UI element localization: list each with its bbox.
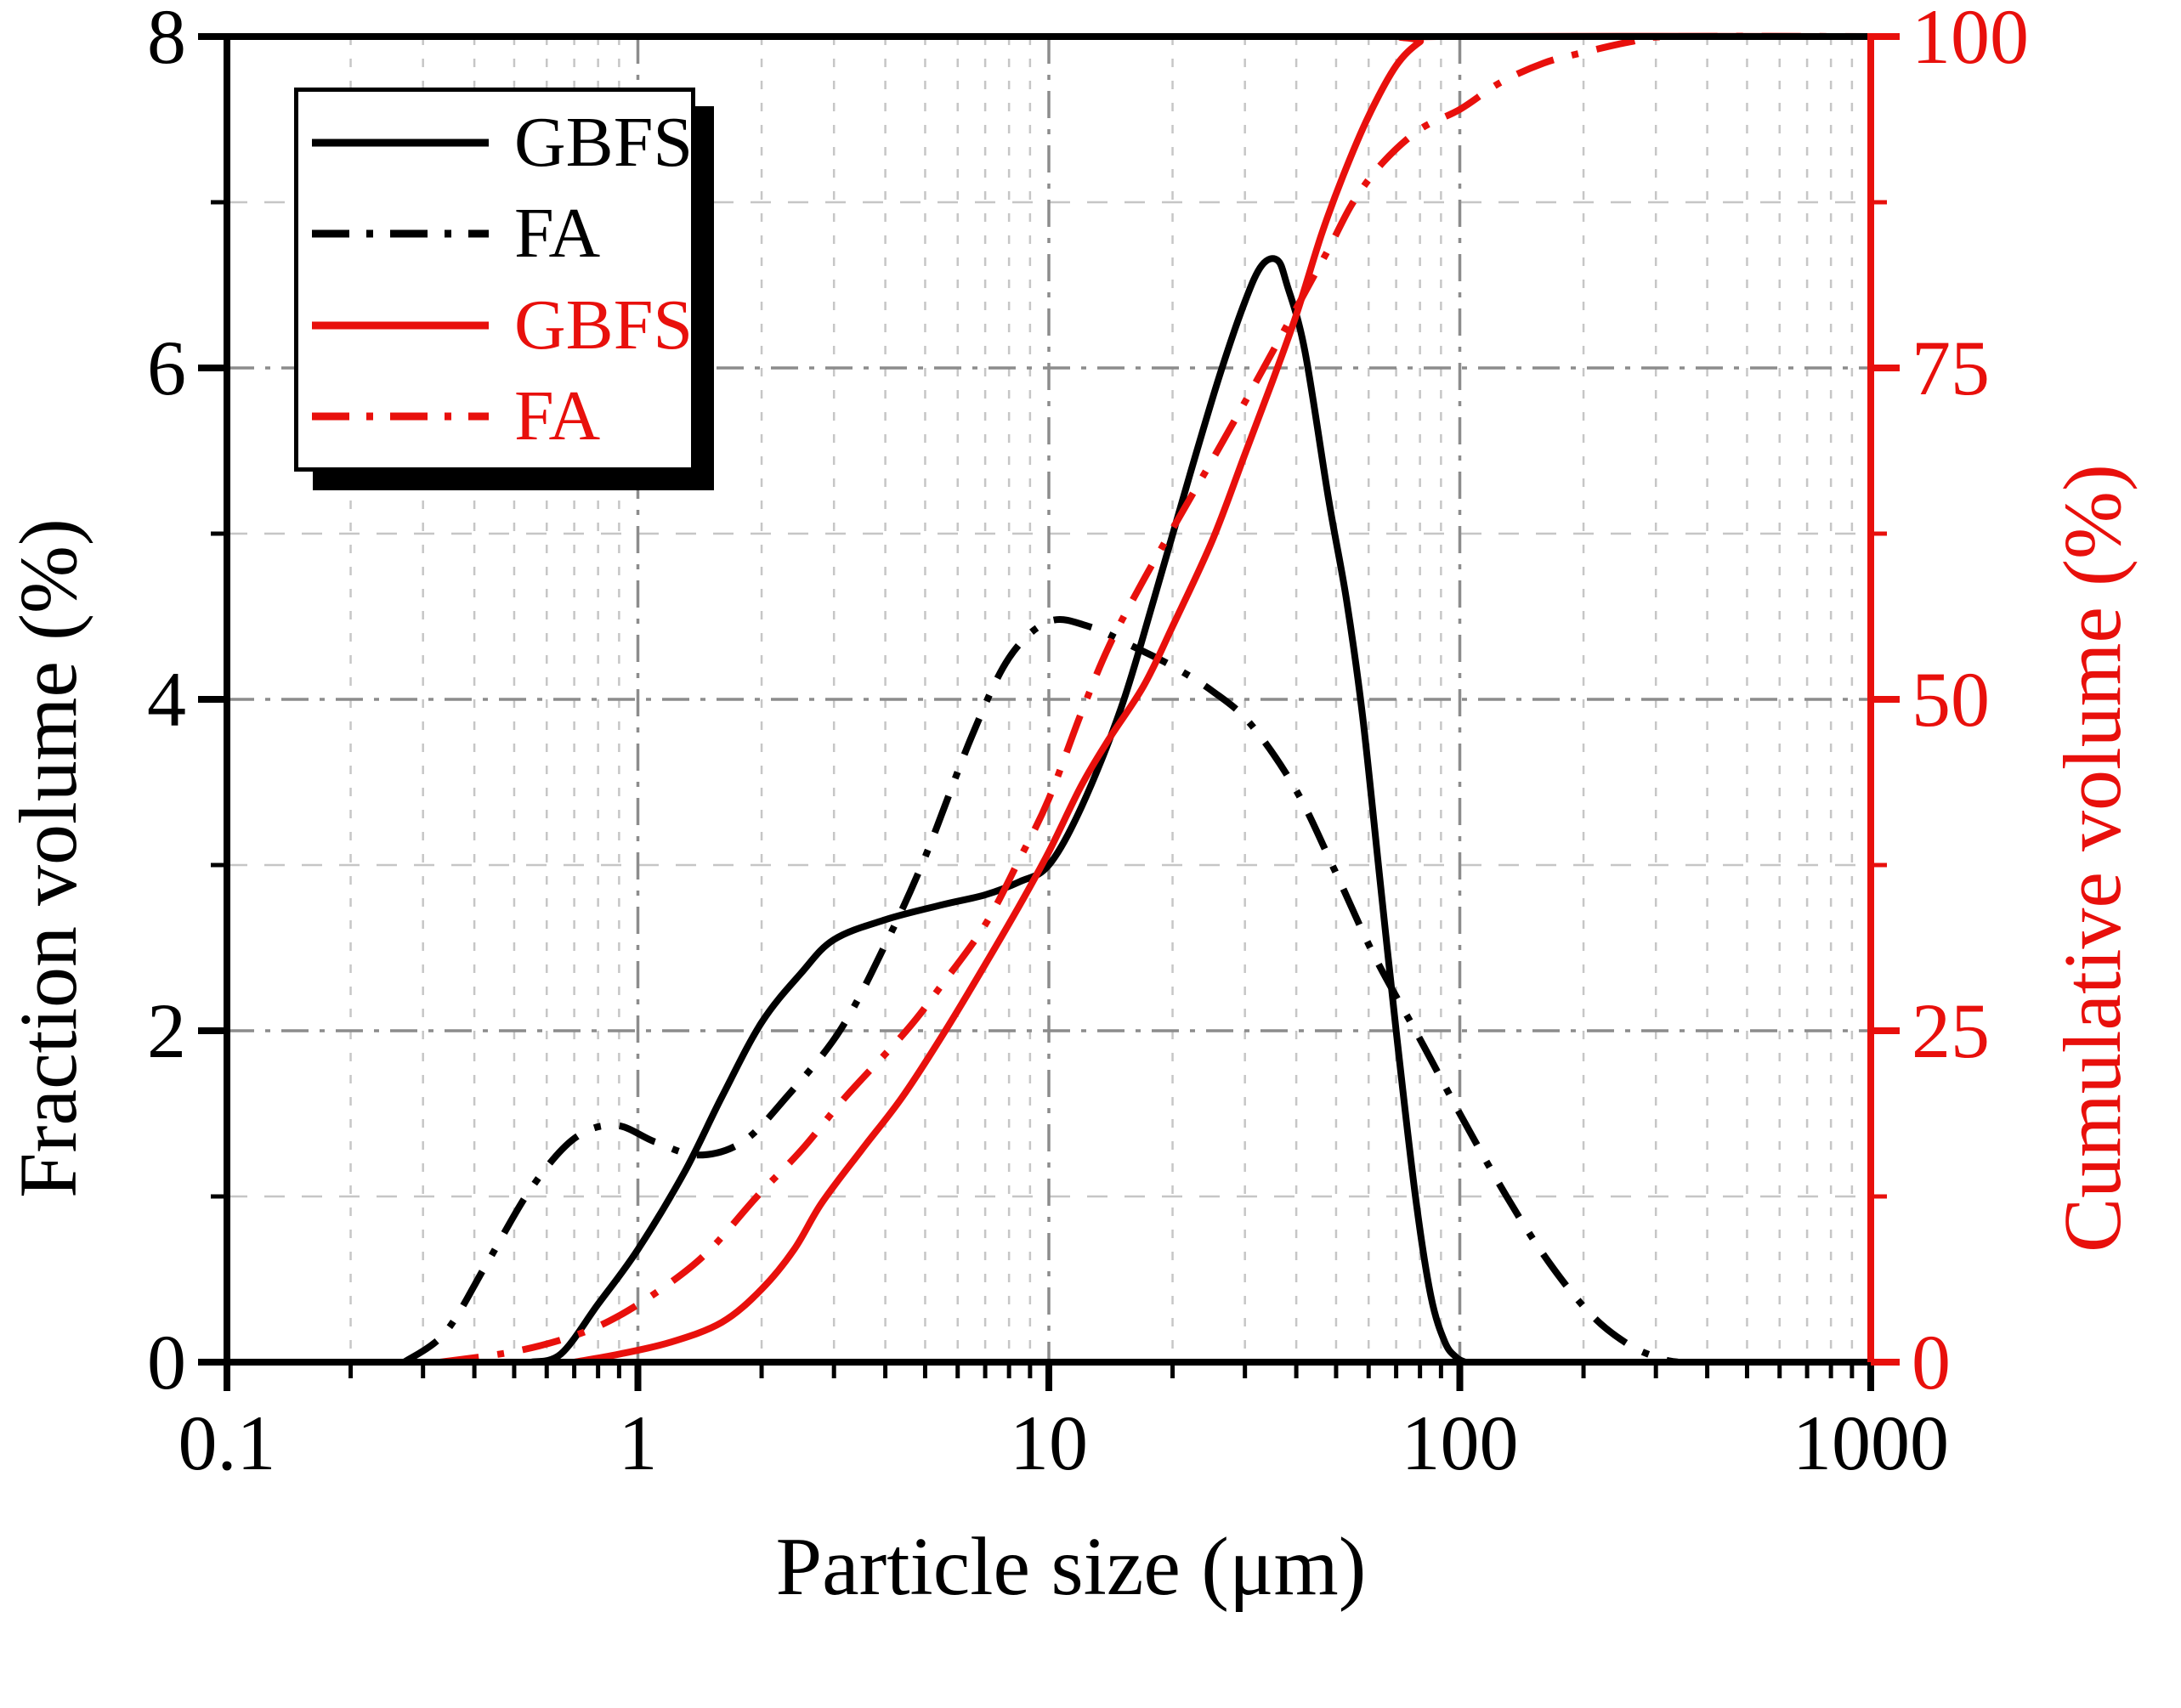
right-axis-title: Cumulative volume (%) <box>2047 464 2138 1253</box>
x-tick-label: 1000 <box>1793 1400 1949 1486</box>
legend-label: FA <box>514 376 601 456</box>
x-tick-label: 1 <box>618 1400 658 1486</box>
x-tick-label: 0.1 <box>178 1400 276 1486</box>
y-right-tick-label: 50 <box>1912 656 1990 743</box>
y-right-tick-label: 75 <box>1912 325 1990 411</box>
y-left-tick-label: 6 <box>147 325 186 411</box>
legend-label: GBFS <box>514 102 694 182</box>
series-gbfs-cumulative <box>573 32 1872 1366</box>
legend-item-fa-3: FA <box>310 371 691 463</box>
y-left-tick-label: 2 <box>147 987 186 1074</box>
y-left-tick-label: 0 <box>147 1319 186 1405</box>
legend: GBFS FA GBFS FA <box>294 88 695 472</box>
series-fa-fraction <box>402 616 1680 1366</box>
x-tick-label: 10 <box>1010 1400 1088 1486</box>
series-fa-cumulative <box>439 32 1872 1366</box>
legend-item-gbfs-0: GBFS <box>310 97 694 189</box>
legend-item-fa-1: FA <box>310 189 691 280</box>
legend-line-sample-dashdot-icon <box>312 229 489 238</box>
legend-line-sample-solid-icon <box>312 139 489 147</box>
series-gbfs-fraction <box>530 255 1467 1366</box>
x-axis-title: Particle size (μm) <box>775 1521 1367 1613</box>
legend-line-sample-dashdot-icon <box>312 412 489 421</box>
y-left-tick-label: 4 <box>147 656 186 743</box>
legend-label: GBFS <box>514 285 694 365</box>
figure-container: Fraction volume (%) Cumulative volume (%… <box>3 0 2138 1613</box>
y-left-tick-label: 8 <box>147 0 186 80</box>
legend-label: FA <box>514 194 601 274</box>
y-right-tick-label: 100 <box>1912 0 2029 80</box>
y-right-tick-label: 0 <box>1912 1319 1951 1405</box>
legend-line-sample-solid-icon <box>312 321 489 330</box>
y-right-tick-label: 25 <box>1912 987 1990 1074</box>
legend-item-gbfs-2: GBFS <box>310 280 694 371</box>
left-axis-title: Fraction volume (%) <box>3 518 93 1198</box>
x-tick-label: 100 <box>1401 1400 1519 1486</box>
